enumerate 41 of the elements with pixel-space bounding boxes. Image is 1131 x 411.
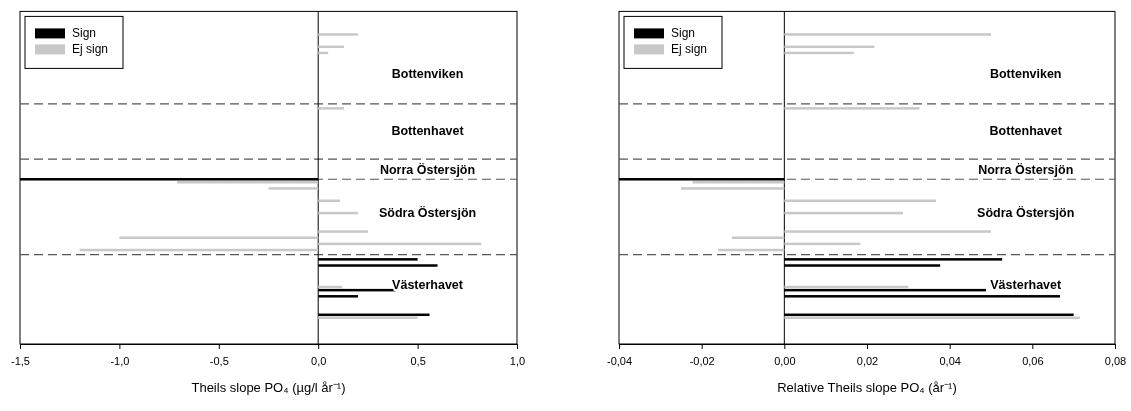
x-axis-title: Theils slope PO₄ (µg/l år⁻¹) [191,380,346,395]
bar [318,230,368,233]
x-tick-label: 0,00 [774,355,796,368]
x-tick-label: 0,0 [311,355,327,368]
annotation: Bottenviken [391,67,464,82]
x-tick-label: 0,06 [1022,355,1044,368]
bar [318,107,345,110]
bar [318,33,358,36]
annotation: Bottenhavet [391,124,465,139]
legend-label: Ej sign [72,42,109,57]
x-tick-label: -0,02 [689,355,715,368]
bar [177,181,319,184]
x-tick-label: 0,08 [1104,355,1127,368]
legend-label: Ej sign [671,42,708,57]
x-tick-label: 1,0 [509,355,526,368]
x-tick-label: -1,5 [11,355,30,368]
bar [784,33,991,36]
x-tick-label: -0,04 [606,355,633,368]
bar [784,107,920,110]
x-tick-label: 0,04 [939,355,961,368]
bar [681,187,785,190]
annotation: Västerhavet [392,278,464,293]
annotation: Bottenhavet [989,124,1063,139]
annotation: Södra Östersjön [378,205,477,221]
x-tick-label: 0,5 [410,355,426,368]
x-tick-label: -0,5 [209,355,229,368]
legend-label: Sign [671,26,696,41]
bar [731,236,785,239]
x-tick-label: -1,0 [110,355,130,368]
annotation: Västerhavet [990,278,1062,293]
bar [268,187,319,190]
x-tick-label: 0,02 [856,355,879,368]
bar [119,236,319,239]
annotation: Norra Östersjön [978,162,1074,178]
annotation: Norra Östersjön [379,162,476,178]
annotation: Bottenviken [989,67,1062,82]
legend-label: Sign [72,26,97,41]
annotation: Södra Östersjön [977,205,1075,221]
x-axis-title: Relative Theils slope PO₄ (år⁻¹) [777,380,957,395]
bar [692,181,785,184]
bar [784,230,991,233]
